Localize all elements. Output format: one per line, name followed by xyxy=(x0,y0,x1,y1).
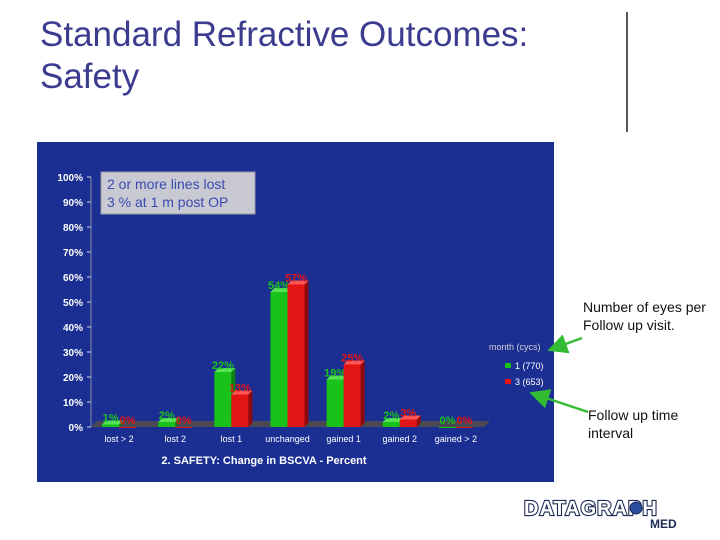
datagraph-logo: DATAGRAPH MED xyxy=(523,497,677,531)
bar-top xyxy=(270,288,292,292)
legend-label-series-1: 1 (770) xyxy=(515,361,544,371)
data-label: 25% xyxy=(341,353,363,365)
bar-side xyxy=(360,360,365,427)
bar-series-2 xyxy=(287,284,305,427)
followup-note: Number of eyes per Follow up visit. xyxy=(583,299,706,333)
bar-series-2 xyxy=(343,364,361,427)
bar-side xyxy=(119,420,124,427)
bar-top xyxy=(287,280,309,285)
legend-swatch-series-2 xyxy=(505,379,511,384)
x-tick-label: unchanged xyxy=(265,434,310,444)
bar-side xyxy=(304,280,309,427)
data-label: 19% xyxy=(324,368,346,380)
data-label: 3% xyxy=(400,408,416,420)
y-tick-label: 10% xyxy=(63,398,83,409)
y-tick-label: 20% xyxy=(63,373,83,384)
data-label: 57% xyxy=(285,273,307,285)
x-tick-label: lost 2 xyxy=(164,434,186,444)
bar-series-2 xyxy=(399,419,417,427)
bar-top xyxy=(382,418,404,422)
bar-top xyxy=(343,360,365,365)
y-tick-label: 60% xyxy=(63,273,83,284)
annotation-line-1: 2 or more lines lost xyxy=(107,176,225,192)
divider-line xyxy=(626,12,628,132)
bar-side xyxy=(416,415,421,427)
data-label: 0% xyxy=(439,415,455,427)
bar-series-2 xyxy=(231,394,249,427)
interval-note: Follow up time interval xyxy=(588,407,679,441)
bar-series-2 xyxy=(455,427,473,428)
x-tick-label: lost > 2 xyxy=(104,434,133,444)
safety-bar-chart: 0%10%20%30%40%50%60%70%80%90%100%1% 0%los… xyxy=(37,142,554,482)
bar-top xyxy=(326,375,348,380)
bar-series-1 xyxy=(382,422,400,427)
logo-globe-icon xyxy=(629,501,643,515)
data-label: 22% xyxy=(212,360,234,372)
y-tick-label: 0% xyxy=(69,423,84,434)
bar-top xyxy=(158,418,180,422)
annotation-box: 2 or more lines lost 3 % at 1 m post OP xyxy=(100,171,256,215)
annotation-line-2: 3 % at 1 m post OP xyxy=(107,194,228,210)
bar-series-2 xyxy=(119,427,137,428)
data-label: 1% xyxy=(103,413,119,425)
arrow-to-legend-title xyxy=(547,334,583,354)
legend: month (cycs) 1 (770) 3 (653) xyxy=(489,342,544,387)
bar-series-1 xyxy=(326,379,344,427)
y-tick-label: 80% xyxy=(63,223,83,234)
data-label: 0% xyxy=(120,415,136,427)
x-axis-title: 2. SAFETY: Change in BSCVA - Percent xyxy=(161,455,366,467)
bar-top xyxy=(214,368,236,372)
data-label: 2% xyxy=(159,410,175,422)
x-tick-label: gained 1 xyxy=(326,434,361,444)
y-tick-label: 90% xyxy=(63,198,83,209)
bar-side xyxy=(248,390,253,427)
y-tick-label: 50% xyxy=(63,298,83,309)
bar-series-1 xyxy=(214,372,232,427)
y-tick-label: 70% xyxy=(63,248,83,259)
bar-series-1 xyxy=(438,427,456,428)
y-tick-label: 100% xyxy=(57,173,83,184)
slide-title: Standard Refractive Outcomes: Safety xyxy=(40,15,529,96)
bar-top xyxy=(102,420,124,425)
data-label: 54% xyxy=(268,280,290,292)
x-tick-label: lost 1 xyxy=(221,434,243,444)
x-tick-label: gained 2 xyxy=(383,434,418,444)
bar-side xyxy=(175,418,180,427)
legend-swatch-series-1 xyxy=(505,363,511,368)
bar-top xyxy=(231,390,253,395)
data-label: 2% xyxy=(383,410,399,422)
x-tick-label: gained > 2 xyxy=(435,434,477,444)
bar-series-1 xyxy=(270,292,288,427)
bar-top xyxy=(399,415,421,420)
legend-title: month (cycs) xyxy=(489,342,541,352)
data-label: 0% xyxy=(456,415,472,427)
logo-subtext: MED xyxy=(650,517,677,531)
bar-series-2 xyxy=(175,427,193,428)
bar-series-1 xyxy=(158,422,176,427)
y-tick-label: 40% xyxy=(63,323,83,334)
y-tick-label: 30% xyxy=(63,348,83,359)
data-label: 13% xyxy=(229,383,251,395)
bar-series-1 xyxy=(102,424,120,427)
legend-label-series-2: 3 (653) xyxy=(515,377,544,387)
data-label: 0% xyxy=(176,415,192,427)
